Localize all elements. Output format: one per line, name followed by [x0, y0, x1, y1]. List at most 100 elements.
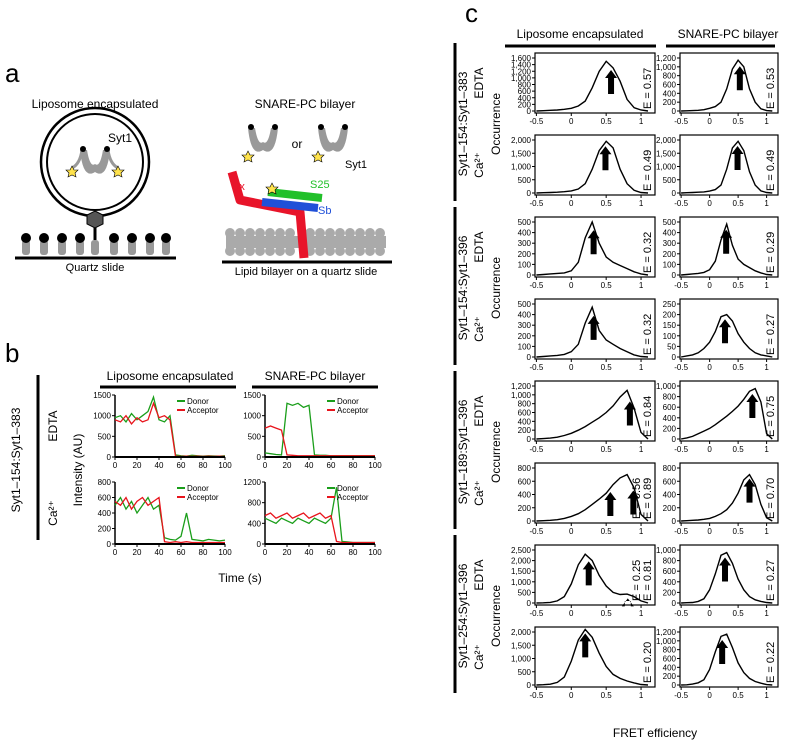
y-tick-label: 400: [663, 663, 677, 672]
y-tick-label: 400: [663, 229, 677, 238]
plot-frame: [679, 626, 779, 688]
peak-arrow: [733, 66, 746, 91]
y-tick-label: 800: [518, 400, 532, 409]
bilayer-diagram: [222, 124, 392, 264]
y-tick-label: 800: [663, 393, 677, 402]
y-tick-label: 1,200: [511, 67, 532, 76]
y-axis-label: Occurrence: [489, 257, 503, 319]
y-tick-label: 800: [98, 478, 112, 487]
diagram-title: SNARE-PC bilayer: [255, 97, 356, 111]
x-tick-label: -0.5: [674, 199, 688, 208]
histogram-line: [536, 473, 649, 522]
x-tick-label: 0: [569, 363, 574, 372]
x-tick-label: 0: [569, 281, 574, 290]
peak-arrow: [731, 145, 744, 170]
histogram-line: [680, 313, 773, 358]
y-tick-label: 200: [663, 250, 677, 259]
y-tick-label: 100: [518, 342, 532, 351]
peak-arrow: [743, 478, 756, 503]
condition-label: Ca²⁺: [472, 644, 486, 670]
x-tick-label: 0.5: [601, 445, 613, 454]
peak-arrow: [623, 401, 636, 426]
y-tick-label: 600: [98, 494, 112, 503]
y-tick-label: 200: [663, 424, 677, 433]
y-tick-label: 400: [518, 491, 532, 500]
x-tick-label: -0.5: [674, 527, 688, 536]
x-tick-label: 1: [639, 691, 644, 700]
e-label: E = 0.57: [642, 68, 654, 109]
plot-frame: [534, 216, 656, 278]
y-tick-label: 200: [663, 504, 677, 513]
e-label: E = 0.49: [642, 150, 654, 191]
condition-label: Ca²⁺: [46, 500, 60, 526]
y-tick-label: 0: [527, 271, 532, 280]
y-tick-label: 2,000: [511, 557, 532, 566]
y-tick-label: 0: [672, 189, 677, 198]
x-tick-label: -0.5: [529, 691, 543, 700]
plot-frame: [534, 380, 656, 442]
peak-arrow: [605, 69, 618, 94]
histogram-line: [536, 305, 649, 358]
y-tick-label: 0: [107, 540, 112, 549]
y-tick-label: 300: [663, 239, 677, 248]
e-label: E = 0.75: [765, 396, 777, 437]
y-tick-label: 600: [663, 477, 677, 486]
panel-label: b: [5, 338, 19, 368]
y-tick-label: 200: [518, 504, 532, 513]
y-tick-label: 1,200: [656, 628, 677, 637]
y-tick-label: 50: [667, 342, 676, 351]
y-tick-label: 0: [107, 453, 112, 462]
x-tick-label: 0: [707, 527, 712, 536]
plot-frame: [679, 462, 779, 524]
y-tick-label: 500: [663, 176, 677, 185]
x-tick-label: 100: [368, 548, 382, 557]
peak-arrow: [604, 492, 617, 517]
x-tick-label: -0.5: [674, 117, 688, 126]
construct-label: Syt1–154:Syt1–383: [9, 407, 23, 512]
y-tick-label: 0: [672, 517, 677, 526]
x-tick-label: 1: [639, 363, 644, 372]
condition-label: EDTA: [472, 559, 486, 590]
e-label: E = 0.89: [642, 478, 654, 519]
y-tick-label: 600: [518, 477, 532, 486]
y-tick-label: 500: [518, 300, 532, 309]
legend-label: Acceptor: [187, 493, 219, 502]
y-tick-label: 1,000: [656, 382, 677, 391]
y-tick-label: 200: [518, 250, 532, 259]
x-tick-label: 0.5: [733, 117, 745, 126]
y-tick-label: 400: [248, 519, 262, 528]
y-tick-label: 0: [527, 107, 532, 116]
e-label: E = 0.29: [765, 232, 777, 273]
protein-label: Syt1: [345, 159, 367, 171]
y-tick-label: 1,000: [511, 74, 532, 83]
peak-arrow: [587, 230, 600, 255]
condition-label: Ca²⁺: [472, 152, 486, 178]
x-tick-label: 1: [639, 281, 644, 290]
e-label: E = 0.56: [631, 478, 643, 519]
e-label: E = 0.84: [642, 396, 654, 437]
x-tick-label: 60: [177, 461, 186, 470]
plot-frame: [534, 626, 656, 688]
plot-frame: [534, 544, 656, 606]
x-tick-label: -0.5: [529, 199, 543, 208]
plot-frame: [534, 134, 656, 196]
histogram-line: [536, 389, 649, 440]
y-tick-label: 1,000: [656, 163, 677, 172]
y-tick-label: 500: [518, 668, 532, 677]
surface-label: Lipid bilayer on a quartz slide: [235, 266, 377, 278]
histogram-line: [681, 633, 773, 686]
x-tick-label: 0: [569, 445, 574, 454]
x-tick-label: 0: [263, 461, 268, 470]
x-tick-label: 80: [349, 461, 358, 470]
peak-arrow: [720, 229, 733, 254]
construct-label: Syt1–154:Syt1–396: [456, 235, 470, 340]
y-tick-label: 0: [527, 599, 532, 608]
plot-frame: [679, 544, 779, 606]
e-label: E = 0.70: [765, 478, 777, 519]
y-tick-label: 1,000: [511, 655, 532, 664]
plot-frame: [679, 52, 779, 114]
peak-arrow: [719, 557, 732, 582]
y-tick-label: 400: [518, 311, 532, 320]
x-tick-label: 0: [707, 363, 712, 372]
y-tick-label: 1,200: [511, 382, 532, 391]
